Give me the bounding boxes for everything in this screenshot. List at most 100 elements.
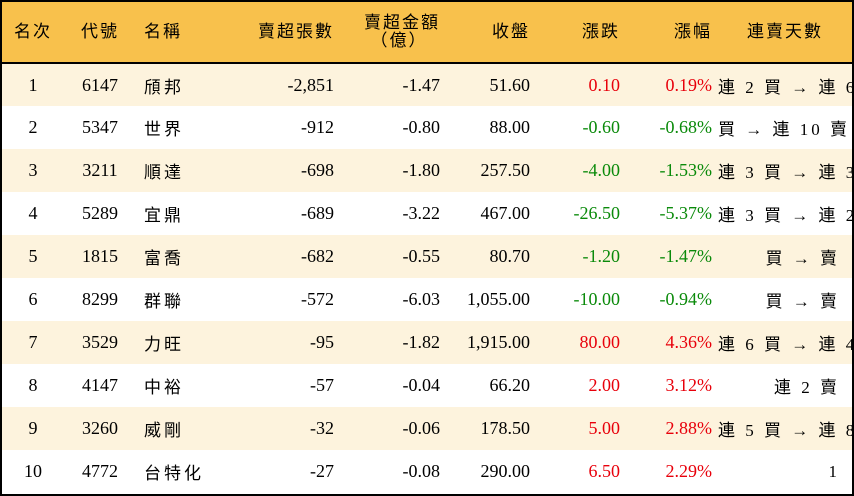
cell-close: 290.00: [480, 461, 531, 481]
table-row: 8 4147 中裕 -57 -0.04 66.20 2.00 3.12% 連 2…: [2, 364, 852, 407]
cell-close: 88.00: [489, 117, 531, 137]
cell-name: 順達: [144, 163, 184, 182]
cell-close: 66.20: [489, 375, 531, 395]
cell-name: 台特化: [144, 464, 204, 483]
cell-name: 富喬: [144, 249, 184, 268]
cell-code: 6147: [82, 74, 118, 95]
cell-streak: 連 3 買 → 連 3 賣: [718, 163, 854, 182]
cell-close: 178.50: [480, 418, 531, 438]
cell-change-pct: 2.88%: [665, 418, 713, 438]
cell-rank: 6: [28, 289, 38, 309]
cell-sell-over-lots: -912: [301, 117, 334, 137]
header-sell-over-amount-line1: 賣超金額: [364, 13, 440, 32]
cell-change: -0.60: [582, 117, 621, 137]
header-change: 漲跌: [582, 22, 620, 41]
cell-change: 0.10: [588, 74, 621, 95]
cell-change: 6.50: [588, 461, 621, 481]
cell-sell-over-lots: -27: [310, 461, 334, 481]
table-row: 2 5347 世界 -912 -0.80 88.00 -0.60 -0.68% …: [2, 106, 852, 149]
header-rank: 名次: [14, 22, 52, 41]
cell-streak: 連 6 買 → 連 4 賣: [718, 335, 854, 354]
cell-change-pct: -5.37%: [659, 203, 713, 223]
table-row: 9 3260 威剛 -32 -0.06 178.50 5.00 2.88% 連 …: [2, 407, 854, 450]
cell-code: 4147: [82, 375, 118, 395]
cell-change-pct: -1.53%: [659, 160, 713, 180]
cell-streak: 買 → 賣: [765, 292, 840, 311]
cell-rank: 2: [28, 117, 38, 137]
table-row: 3 3211 順達 -698 -1.80 257.50 -4.00 -1.53%…: [2, 149, 854, 192]
table-row: 6 8299 群聯 -572 -6.03 1,055.00 -10.00 -0.…: [2, 278, 852, 321]
cell-change-pct: 0.19%: [665, 74, 713, 95]
cell-code: 8299: [82, 289, 118, 309]
header-code: 代號: [81, 22, 119, 41]
header-sell-over-lots: 賣超張數: [258, 22, 334, 41]
header-streak: 連賣天數: [747, 22, 823, 41]
header-change-pct: 漲幅: [674, 22, 712, 41]
cell-streak: 連 3 買 → 連 2 賣: [718, 206, 854, 225]
cell-sell-over-lots: -698: [301, 160, 334, 180]
cell-close: 257.50: [480, 160, 531, 180]
cell-sell-over-amount: -0.08: [402, 461, 441, 481]
cell-close: 1,915.00: [467, 332, 530, 352]
cell-sell-over-amount: -0.55: [402, 246, 441, 266]
cell-change-pct: -1.47%: [659, 246, 713, 266]
cell-name: 威剛: [144, 421, 184, 440]
header-close: 收盤: [492, 22, 530, 41]
cell-sell-over-amount: -1.80: [402, 160, 441, 180]
cell-name: 頎邦: [144, 77, 184, 97]
cell-rank: 8: [28, 375, 38, 395]
header-sell-over-amount: 賣超金額 （億）: [338, 2, 448, 63]
cell-close: 1,055.00: [467, 289, 530, 309]
cell-rank: 4: [28, 203, 38, 223]
cell-change: -10.00: [573, 289, 621, 309]
cell-change: -26.50: [573, 203, 621, 223]
cell-change-pct: -0.68%: [659, 117, 713, 137]
cell-sell-over-amount: -0.80: [402, 117, 441, 137]
cell-sell-over-lots: -95: [310, 332, 334, 352]
cell-change-pct: 3.12%: [665, 375, 713, 395]
cell-rank: 7: [28, 332, 38, 352]
table-row: 5 1815 富喬 -682 -0.55 80.70 -1.20 -1.47% …: [2, 235, 852, 278]
cell-rank: 5: [28, 246, 38, 266]
cell-change: -4.00: [582, 160, 621, 180]
cell-sell-over-amount: -1.47: [402, 74, 441, 95]
cell-code: 3211: [82, 160, 118, 180]
cell-change-pct: 2.29%: [665, 461, 713, 481]
cell-code: 4772: [82, 461, 118, 481]
cell-name: 中裕: [144, 378, 184, 397]
cell-streak: 連 2 買 → 連 6 賣: [718, 77, 854, 97]
cell-rank: 3: [28, 160, 38, 180]
cell-code: 3529: [82, 332, 118, 352]
cell-close: 80.70: [489, 246, 531, 266]
cell-code: 5289: [82, 203, 118, 223]
cell-sell-over-lots: -32: [310, 418, 334, 438]
cell-code: 5347: [82, 117, 118, 137]
table-row: 4 5289 宜鼎 -689 -3.22 467.00 -26.50 -5.37…: [2, 192, 854, 235]
cell-change: 80.00: [579, 332, 621, 352]
cell-change-pct: 4.36%: [665, 332, 713, 352]
cell-name: 世界: [144, 120, 184, 139]
cell-sell-over-lots: -689: [301, 203, 334, 223]
cell-sell-over-lots: -2,851: [287, 74, 335, 95]
table-row: 7 3529 力旺 -95 -1.82 1,915.00 80.00 4.36%…: [2, 321, 854, 364]
cell-change: -1.20: [582, 246, 621, 266]
cell-close: 51.60: [489, 74, 531, 95]
cell-sell-over-amount: -1.82: [402, 332, 441, 352]
cell-sell-over-amount: -3.22: [402, 203, 441, 223]
cell-sell-over-amount: -6.03: [402, 289, 441, 309]
table-row: 1 6147 頎邦 -2,851 -1.47 51.60 0.10 0.19% …: [2, 63, 854, 106]
cell-change-pct: -0.94%: [659, 289, 713, 309]
cell-name: 力旺: [144, 335, 184, 354]
cell-code: 3260: [82, 418, 118, 438]
cell-streak: 買 → 賣: [765, 249, 840, 268]
cell-rank: 1: [28, 74, 38, 95]
cell-code: 1815: [82, 246, 118, 266]
cell-sell-over-lots: -57: [310, 375, 334, 395]
table-row: 10 4772 台特化 -27 -0.08 290.00 6.50 2.29% …: [2, 450, 852, 493]
cell-close: 467.00: [480, 203, 531, 223]
cell-sell-over-amount: -0.04: [402, 375, 441, 395]
cell-change: 5.00: [588, 418, 621, 438]
cell-sell-over-lots: -682: [301, 246, 334, 266]
